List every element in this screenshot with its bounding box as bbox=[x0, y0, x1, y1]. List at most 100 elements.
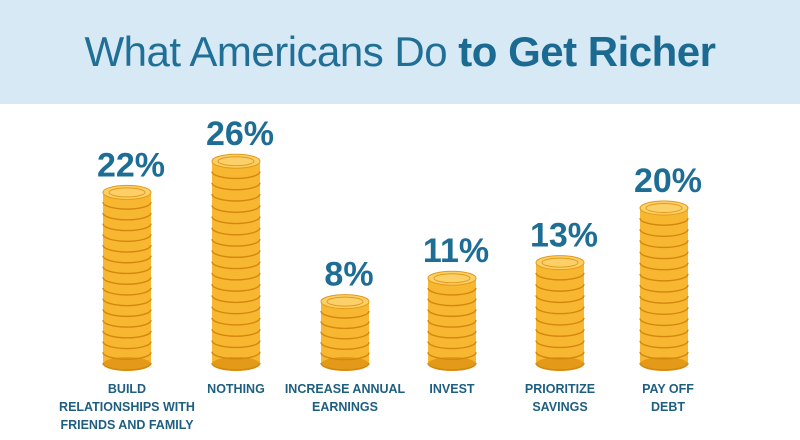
coin-stack-body bbox=[640, 208, 688, 364]
category-label: NOTHING bbox=[207, 382, 265, 396]
value-label: 8% bbox=[324, 256, 373, 294]
coin-divider bbox=[211, 272, 261, 281]
coin-divider bbox=[211, 340, 261, 349]
coin-divider bbox=[639, 318, 689, 327]
coin-divider bbox=[211, 362, 261, 371]
coin-divider bbox=[211, 306, 261, 315]
coin-divider bbox=[535, 317, 585, 326]
coin-divider bbox=[211, 238, 261, 247]
coin-divider bbox=[639, 240, 689, 249]
coin-divider bbox=[320, 310, 370, 319]
category-label: INCREASE ANNUAL bbox=[285, 382, 406, 396]
category-label: EARNINGS bbox=[312, 400, 378, 414]
coin-divider bbox=[427, 341, 477, 350]
coin-stack bbox=[102, 184, 152, 371]
coin-stack bbox=[211, 153, 261, 371]
coin-divider bbox=[639, 362, 689, 371]
coin-top-rim bbox=[326, 296, 364, 307]
category-label: BUILD bbox=[108, 382, 146, 396]
coin-stack-base bbox=[103, 357, 151, 371]
coin-divider bbox=[535, 329, 585, 337]
coin-divider bbox=[211, 193, 261, 202]
coin-divider bbox=[535, 272, 585, 281]
coin-divider bbox=[211, 261, 261, 270]
title-bold: to Get Richer bbox=[458, 28, 716, 75]
coin-divider bbox=[102, 255, 152, 264]
coin-divider bbox=[427, 330, 477, 339]
coin-divider bbox=[320, 362, 370, 371]
coin-divider bbox=[102, 277, 152, 285]
coin-divider bbox=[639, 351, 689, 360]
coin-divider bbox=[427, 309, 477, 318]
coin-divider bbox=[535, 306, 585, 315]
coin-divider bbox=[102, 266, 152, 275]
coin-divider bbox=[427, 362, 477, 371]
value-label: 11% bbox=[423, 232, 489, 270]
coin-divider bbox=[211, 351, 261, 360]
header-banner: What Americans Do to Get Richer bbox=[0, 0, 800, 104]
coin-top-rim bbox=[433, 273, 471, 284]
value-label: 26% bbox=[206, 115, 274, 153]
coin-divider bbox=[102, 309, 152, 318]
coin-top-rim bbox=[645, 203, 683, 213]
category-label: INVEST bbox=[429, 382, 475, 396]
coin-divider bbox=[102, 234, 152, 242]
category-label: SAVINGS bbox=[532, 400, 587, 414]
coin-divider bbox=[639, 295, 689, 304]
coin-divider bbox=[102, 212, 152, 221]
page-title: What Americans Do to Get Richer bbox=[84, 28, 716, 76]
coin-divider bbox=[211, 227, 261, 236]
coin-divider bbox=[535, 351, 585, 360]
coin-stack bbox=[535, 255, 585, 371]
coin-divider bbox=[102, 330, 152, 339]
coin-divider bbox=[211, 250, 261, 259]
coin-divider bbox=[535, 283, 585, 292]
coin-stack-base bbox=[321, 357, 369, 371]
coin-divider bbox=[102, 223, 152, 232]
coin-divider bbox=[427, 352, 477, 360]
coin-divider bbox=[102, 362, 152, 371]
coin-divider bbox=[211, 205, 261, 213]
coin-divider bbox=[639, 273, 689, 282]
coin-divider bbox=[427, 287, 477, 296]
coin-stack-chart: 22% BUILD RELATIONSHIPS WITH FRIENDS AND FA… bbox=[59, 115, 702, 432]
coin-divider bbox=[535, 340, 585, 349]
coin-divider bbox=[639, 262, 689, 271]
category-label: RELATIONSHIPS WITH bbox=[59, 400, 195, 414]
coin-divider bbox=[211, 283, 261, 292]
category-label: PAY OFF bbox=[642, 382, 694, 396]
coin-divider bbox=[320, 331, 370, 340]
coin-divider bbox=[427, 319, 477, 328]
coin-divider bbox=[102, 319, 152, 328]
coin-divider bbox=[639, 329, 689, 338]
coin-divider bbox=[427, 298, 477, 307]
coin-top-rim bbox=[541, 257, 579, 268]
category-label: FRIENDS AND FAMILY bbox=[60, 418, 194, 432]
coin-divider bbox=[211, 329, 261, 337]
coin-divider bbox=[211, 216, 261, 225]
coin-divider bbox=[211, 182, 261, 191]
category-label: PRIORITIZE bbox=[525, 382, 595, 396]
coin-divider bbox=[639, 229, 689, 237]
coin-divider bbox=[639, 340, 689, 349]
coin-divider bbox=[320, 352, 370, 361]
value-label: 20% bbox=[634, 162, 702, 200]
coin-divider bbox=[639, 251, 689, 260]
coin-stack-base bbox=[640, 357, 688, 371]
coin-divider bbox=[535, 295, 585, 304]
coin-divider bbox=[639, 217, 689, 226]
coin-stack bbox=[320, 294, 370, 371]
coin-stack-base bbox=[212, 357, 260, 371]
coin-divider bbox=[639, 284, 689, 293]
value-label: 22% bbox=[97, 146, 165, 184]
coin-divider bbox=[102, 352, 152, 360]
coin-divider bbox=[320, 321, 370, 330]
coin-divider bbox=[102, 201, 152, 210]
coin-divider bbox=[211, 171, 261, 180]
coin-stack-body bbox=[428, 278, 476, 364]
title-light: What Americans Do bbox=[84, 28, 459, 75]
coin-divider bbox=[535, 362, 585, 371]
coin-stack bbox=[427, 270, 477, 371]
coin-stack-base bbox=[428, 357, 476, 371]
coin-stack bbox=[639, 200, 689, 371]
